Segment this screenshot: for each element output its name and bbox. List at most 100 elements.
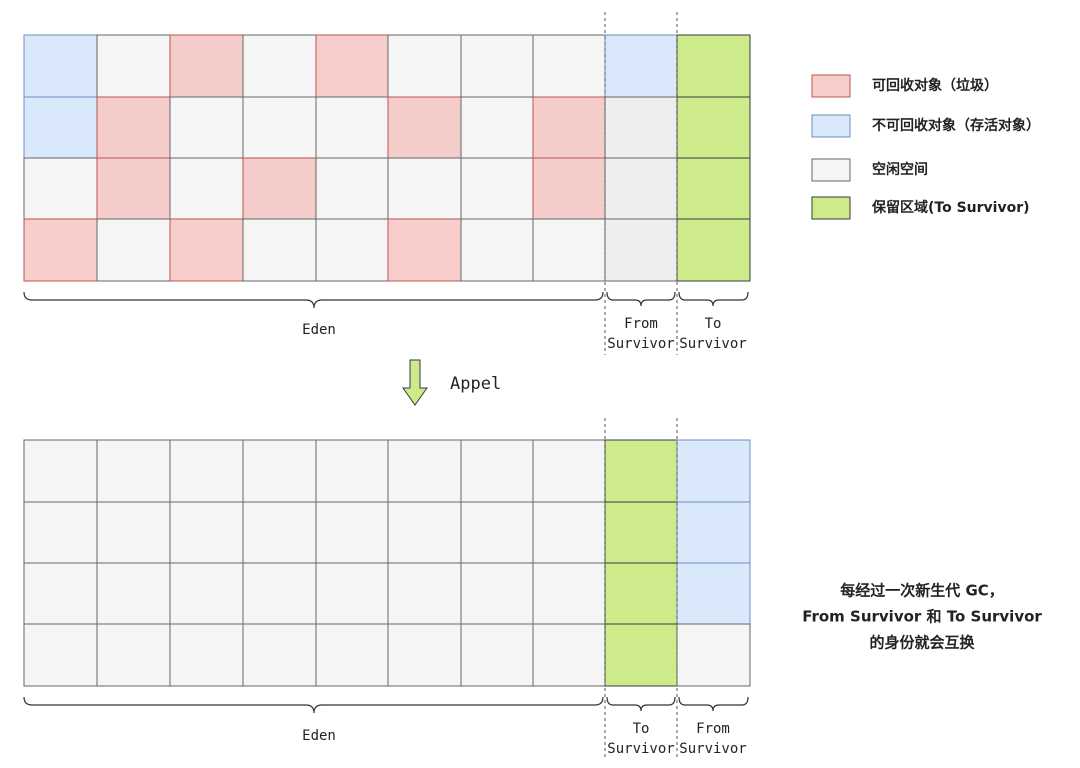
braces bbox=[23, 291, 749, 714]
legend: 可回收对象（垃圾） 不可回收对象（存活对象） 空闲空间 保留区域(To Surv… bbox=[811, 74, 1040, 220]
memory-cell bbox=[604, 34, 678, 98]
memory-cell bbox=[676, 562, 751, 625]
region-label: From bbox=[696, 721, 730, 737]
memory-cell bbox=[676, 623, 751, 687]
memory-cell bbox=[532, 157, 606, 220]
legend-swatch bbox=[811, 158, 851, 182]
memory-cell bbox=[96, 501, 171, 564]
memory-cell bbox=[460, 439, 534, 503]
memory-cell bbox=[242, 562, 317, 625]
memory-cell bbox=[604, 96, 678, 159]
memory-cell bbox=[387, 562, 462, 625]
memory-cell bbox=[242, 439, 317, 503]
memory-cell bbox=[315, 439, 389, 503]
memory-cell bbox=[604, 562, 678, 625]
memory-cell bbox=[315, 34, 389, 98]
memory-cell bbox=[532, 562, 606, 625]
memory-cell bbox=[532, 501, 606, 564]
memory-cell bbox=[242, 501, 317, 564]
memory-cell bbox=[532, 218, 606, 282]
memory-cell bbox=[242, 218, 317, 282]
region-label: From bbox=[624, 316, 658, 332]
note-line: From Survivor 和 To Survivor bbox=[802, 608, 1042, 626]
memory-cell bbox=[96, 439, 171, 503]
memory-cell bbox=[242, 96, 317, 159]
arrow-label: Appel bbox=[450, 374, 501, 394]
memory-cell bbox=[532, 439, 606, 503]
memory-cell bbox=[387, 439, 462, 503]
memory-cell bbox=[387, 34, 462, 98]
legend-label: 不可回收对象（存活对象） bbox=[872, 117, 1040, 134]
memory-cell bbox=[242, 623, 317, 687]
down-arrow bbox=[402, 359, 428, 406]
memory-cell bbox=[169, 562, 244, 625]
memory-cell bbox=[169, 96, 244, 159]
region-label: To bbox=[705, 316, 722, 332]
region-label: Survivor bbox=[679, 336, 746, 352]
region-label: Survivor bbox=[607, 741, 674, 757]
memory-cell bbox=[604, 157, 678, 220]
eden-label: Eden bbox=[302, 728, 336, 744]
memory-cell bbox=[460, 623, 534, 687]
memory-cell bbox=[315, 501, 389, 564]
note-line: 的身份就会互换 bbox=[869, 634, 975, 652]
memory-cell bbox=[169, 34, 244, 98]
memory-cell bbox=[460, 218, 534, 282]
memory-cell bbox=[676, 96, 751, 159]
memory-cell bbox=[676, 218, 751, 282]
memory-cell bbox=[23, 623, 98, 687]
memory-cell bbox=[532, 96, 606, 159]
memory-cell bbox=[676, 34, 751, 98]
memory-cell bbox=[23, 96, 98, 159]
region-label: To bbox=[633, 721, 650, 737]
memory-cell bbox=[23, 501, 98, 564]
memory-cell bbox=[676, 439, 751, 503]
memory-cell bbox=[532, 623, 606, 687]
memory-cell bbox=[169, 218, 244, 282]
memory-cell bbox=[387, 96, 462, 159]
legend-label: 保留区域(To Survivor) bbox=[871, 199, 1030, 216]
memory-cell bbox=[23, 439, 98, 503]
memory-cell bbox=[676, 157, 751, 220]
memory-cell bbox=[315, 157, 389, 220]
memory-cell bbox=[96, 96, 171, 159]
memory-cell bbox=[315, 562, 389, 625]
memory-cell bbox=[604, 623, 678, 687]
memory-cell bbox=[96, 157, 171, 220]
memory-cell bbox=[532, 34, 606, 98]
memory-cell bbox=[315, 96, 389, 159]
memory-cell bbox=[460, 96, 534, 159]
memory-cell bbox=[315, 623, 389, 687]
legend-label: 空闲空间 bbox=[872, 161, 928, 178]
memory-cell bbox=[460, 501, 534, 564]
memory-cell bbox=[315, 218, 389, 282]
memory-cell bbox=[23, 562, 98, 625]
memory-cell bbox=[242, 34, 317, 98]
memory-cell bbox=[23, 34, 98, 98]
legend-swatch bbox=[811, 114, 851, 138]
memory-cell bbox=[604, 501, 678, 564]
eden-label: Eden bbox=[302, 322, 336, 338]
memory-cell bbox=[460, 562, 534, 625]
memory-cell bbox=[96, 623, 171, 687]
memory-cell bbox=[387, 218, 462, 282]
memory-cell bbox=[23, 218, 98, 282]
memory-cell bbox=[387, 501, 462, 564]
memory-cell bbox=[169, 623, 244, 687]
legend-swatch bbox=[811, 196, 851, 220]
memory-cell bbox=[169, 439, 244, 503]
memory-cell bbox=[169, 501, 244, 564]
memory-cell bbox=[604, 218, 678, 282]
memory-cell bbox=[23, 157, 98, 220]
memory-cell bbox=[96, 562, 171, 625]
memory-cell bbox=[460, 157, 534, 220]
memory-cell bbox=[169, 157, 244, 220]
note-line: 每经过一次新生代 GC， bbox=[840, 582, 1004, 600]
memory-cell bbox=[387, 157, 462, 220]
memory-cell bbox=[387, 623, 462, 687]
memory-cell bbox=[460, 34, 534, 98]
memory-cell bbox=[676, 501, 751, 564]
region-label: Survivor bbox=[679, 741, 746, 757]
region-label: Survivor bbox=[607, 336, 674, 352]
